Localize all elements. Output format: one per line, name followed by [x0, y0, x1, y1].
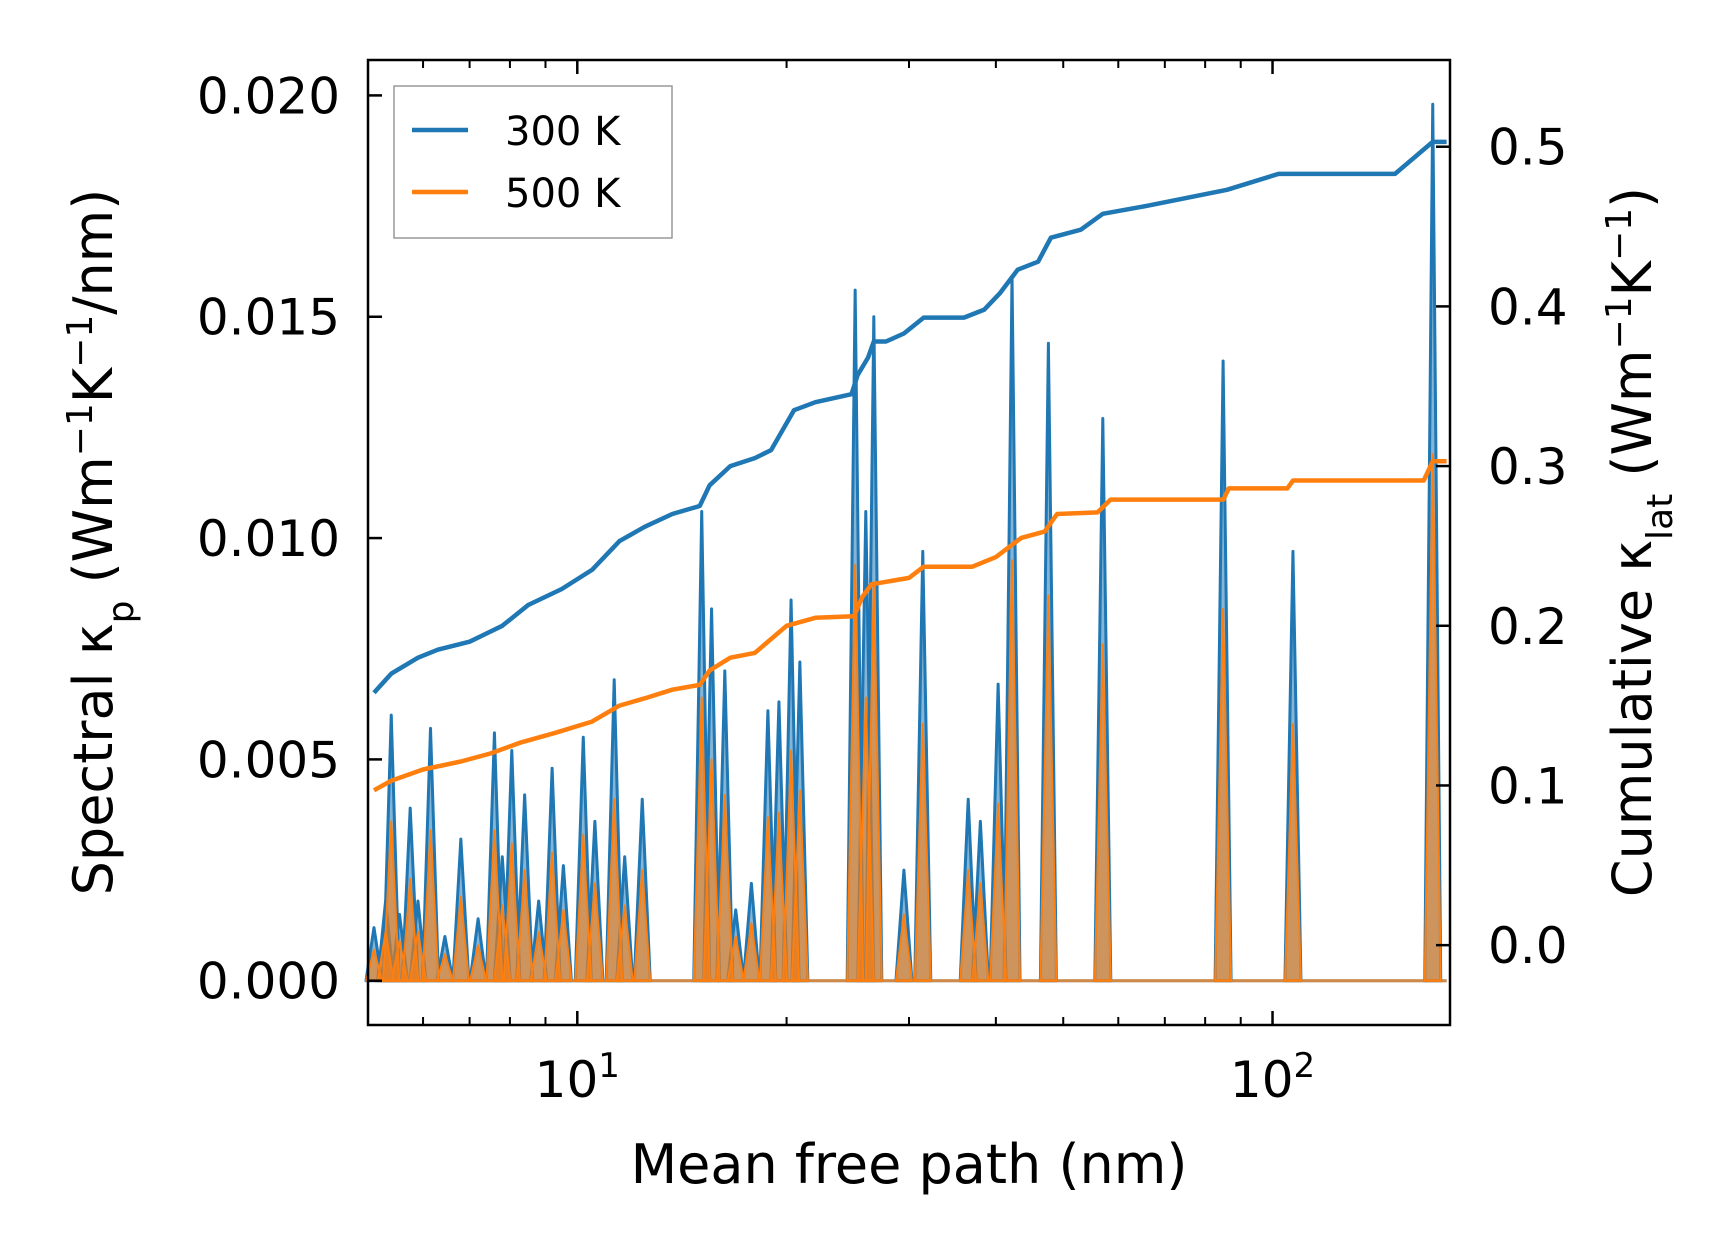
y-right-tick-label: 0.5: [1488, 119, 1568, 177]
y-right-tick-label: 0.4: [1488, 278, 1568, 336]
y-right-tick-label: 0.3: [1488, 438, 1568, 496]
legend-label-300k: 300 K: [505, 109, 622, 155]
y-right-tick-label: 0.1: [1488, 757, 1568, 815]
cumulative-line-500k: [372, 459, 1447, 793]
tick-layer: 0.000 0.005 0.010 0.015 0.020 0.0 0.1 0.2 0.3 0.4…: [197, 60, 1568, 1109]
x-tick-label: 102: [1230, 1046, 1315, 1109]
plot-layer: [364, 102, 1447, 983]
y-left-tick-label: 0.000: [197, 953, 340, 1011]
cumulative-line-300k: [372, 139, 1447, 695]
legend-label-500k: 500 K: [505, 171, 622, 217]
y-left-tick-label: 0.010: [197, 510, 340, 568]
x-tick-label: 101: [535, 1046, 620, 1109]
y-left-tick-label: 0.020: [197, 67, 340, 125]
legend-frame: [393, 85, 673, 239]
legend: 300 K 500 K: [393, 85, 673, 239]
right-axis-label: Cumulative κlat (Wm−1K−1): [1599, 187, 1681, 897]
y-left-tick-label: 0.015: [197, 289, 340, 347]
y-right-tick-label: 0.2: [1488, 598, 1568, 656]
y-right-tick-label: 0.0: [1488, 917, 1568, 975]
y-left-tick-label: 0.005: [197, 731, 340, 789]
spectral-series-1: [364, 452, 1447, 983]
left-axis-label: Spectral κp (Wm−1K−1/nm): [60, 189, 142, 896]
x-axis-label: Mean free path (nm): [631, 1133, 1188, 1196]
